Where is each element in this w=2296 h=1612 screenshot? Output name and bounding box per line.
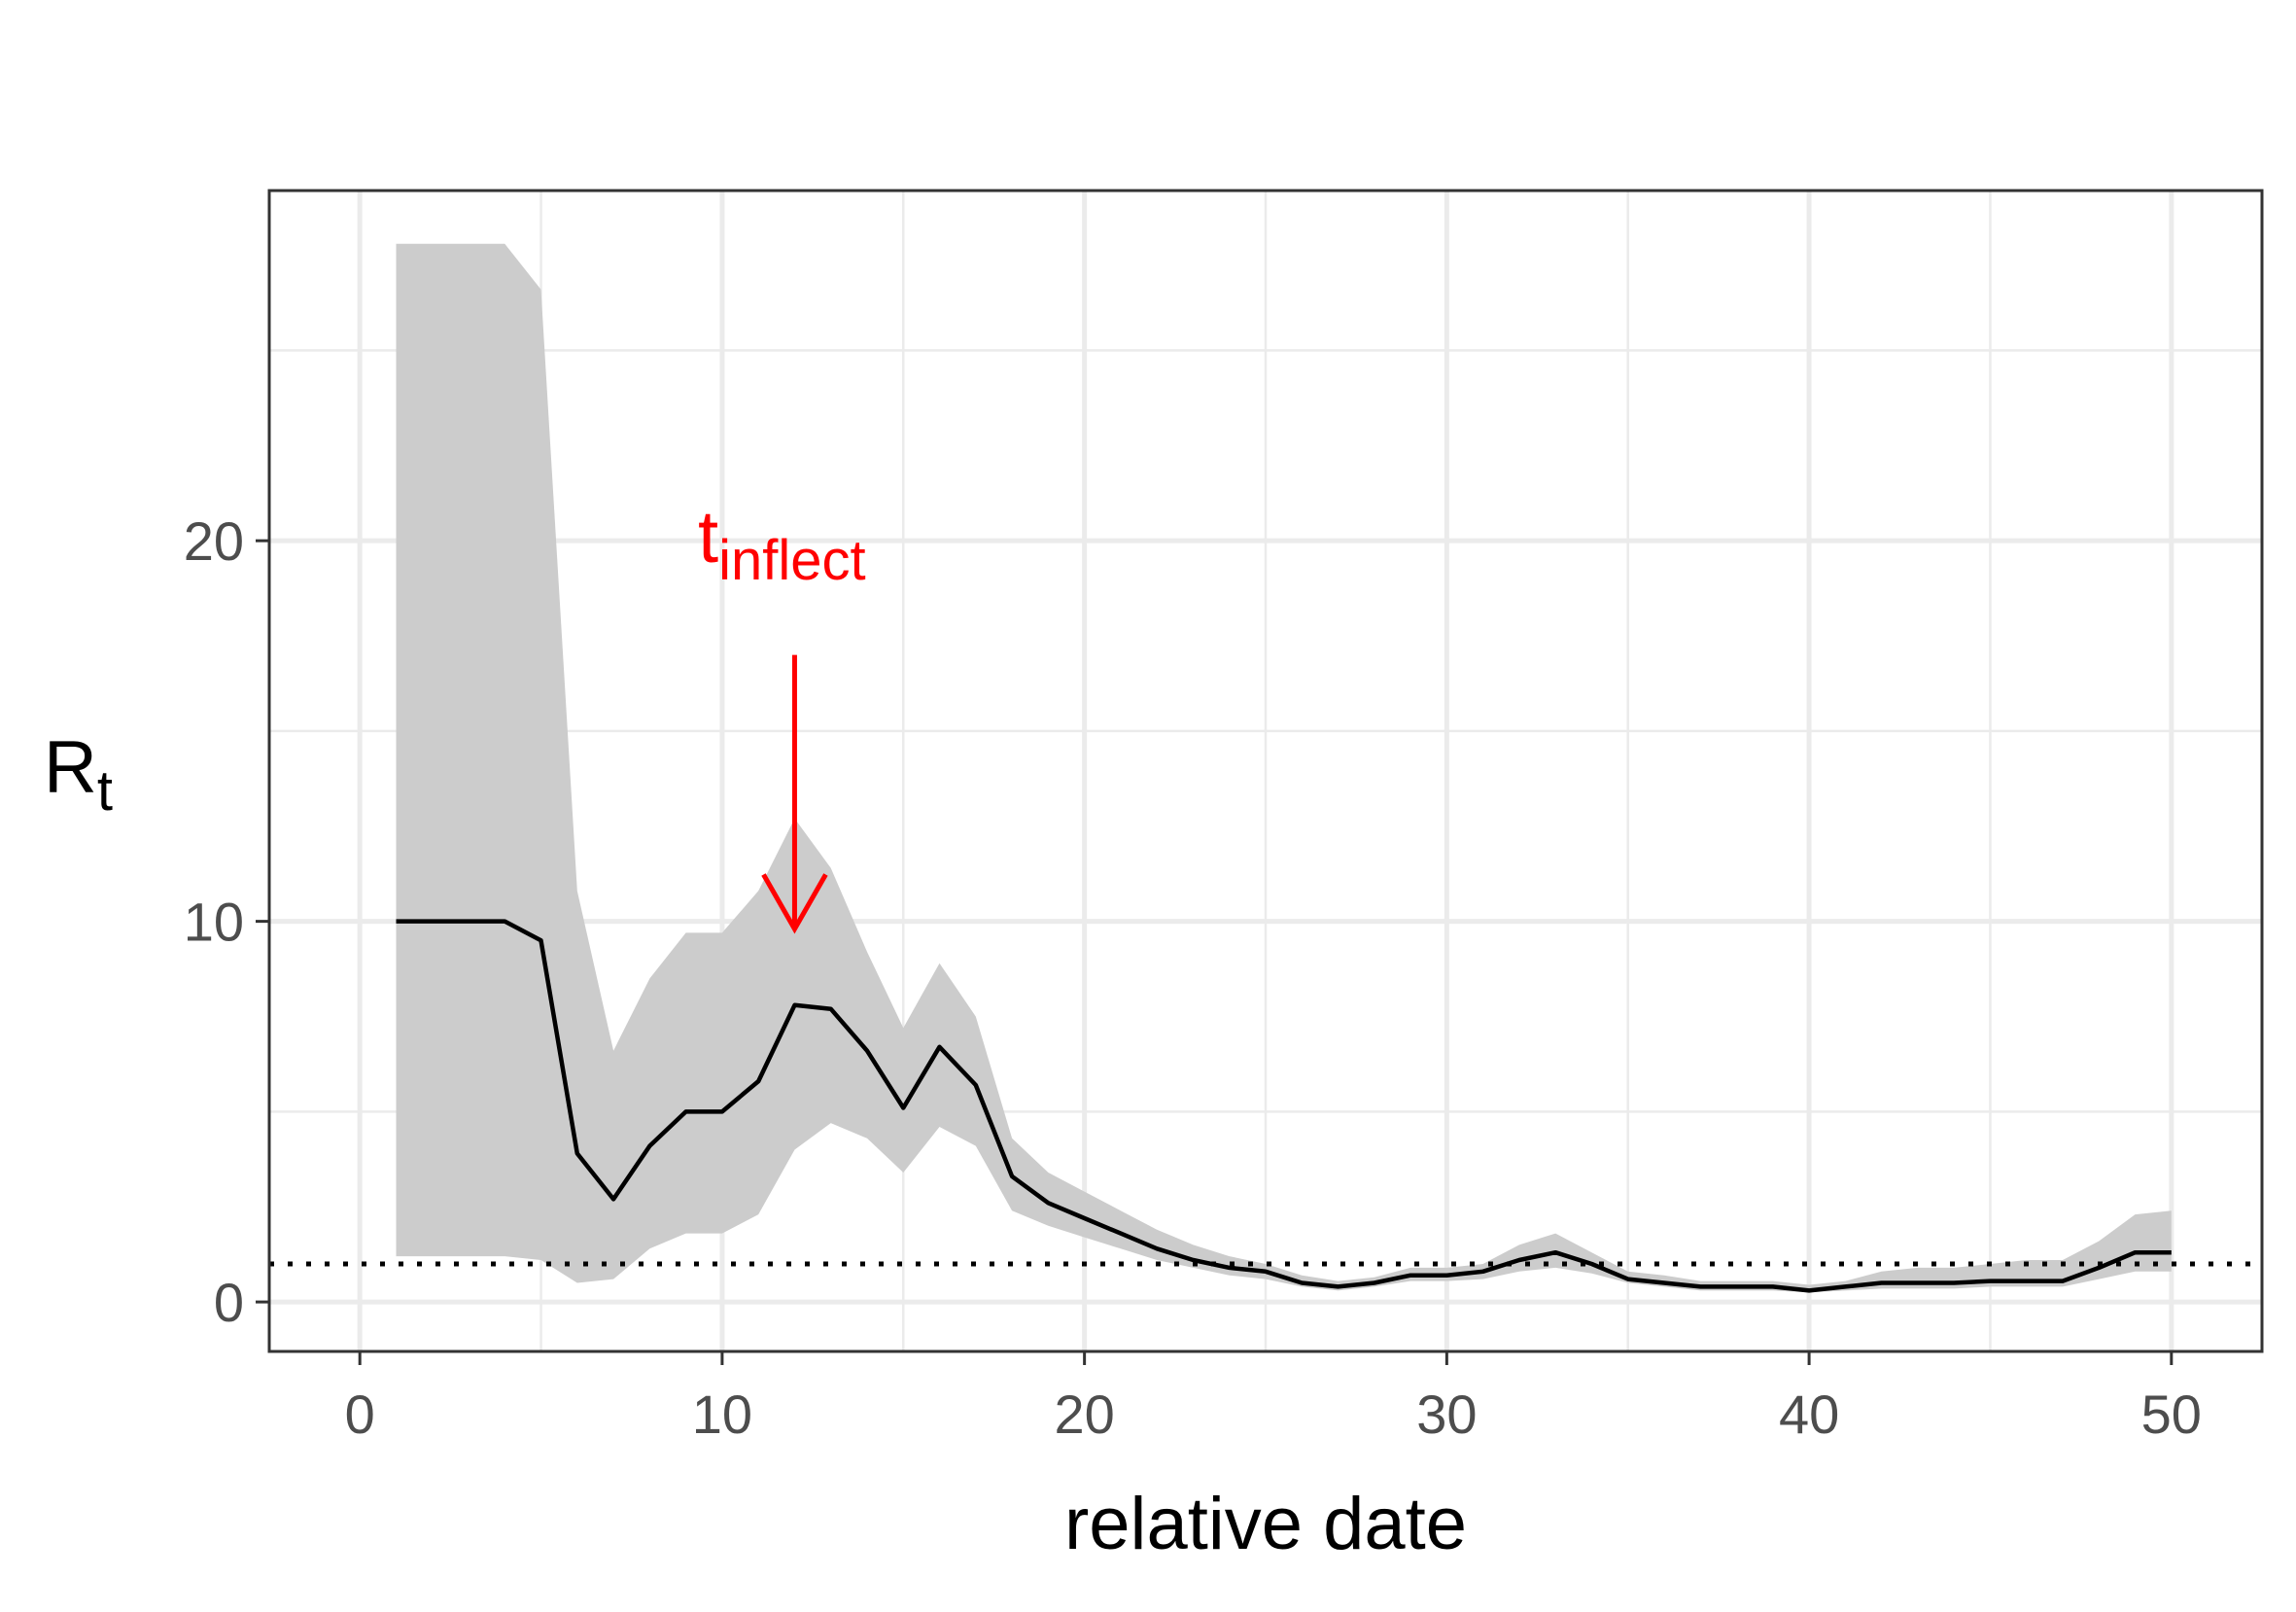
x-tick-label: 40 xyxy=(1779,1384,1839,1445)
y-tick-label: 10 xyxy=(184,892,244,953)
x-tick-label: 0 xyxy=(345,1384,375,1445)
y-tick-label: 0 xyxy=(214,1272,244,1333)
x-axis: 0 10 20 30 40 50 xyxy=(345,1351,2202,1445)
annotation-layer: tinflect xyxy=(698,496,866,934)
inflection-annotation-subscript: inflect xyxy=(718,529,866,592)
y-tick-label: 20 xyxy=(184,510,244,572)
confidence-band xyxy=(396,243,2172,1293)
x-tick-label: 50 xyxy=(2141,1384,2202,1445)
x-tick-label: 30 xyxy=(1416,1384,1477,1445)
x-tick-label: 10 xyxy=(692,1384,752,1445)
y-axis-title-subscript: t xyxy=(97,759,113,823)
y-axis-title: Rt xyxy=(44,726,113,823)
inflection-arrow-head xyxy=(761,873,828,934)
inflection-annotation-label: tinflect xyxy=(698,496,866,592)
x-axis-title: relative date xyxy=(1064,1483,1467,1565)
panel-border xyxy=(267,189,2264,1353)
rt-series-line xyxy=(396,919,2172,1293)
confidence-band-layer xyxy=(396,243,2172,1293)
inflection-annotation-main: t xyxy=(698,496,718,578)
series-line-layer xyxy=(396,919,2172,1293)
y-axis-title-main: R xyxy=(44,726,97,809)
y-axis: 0 10 20 xyxy=(184,510,269,1333)
x-tick-label: 20 xyxy=(1054,1384,1114,1445)
